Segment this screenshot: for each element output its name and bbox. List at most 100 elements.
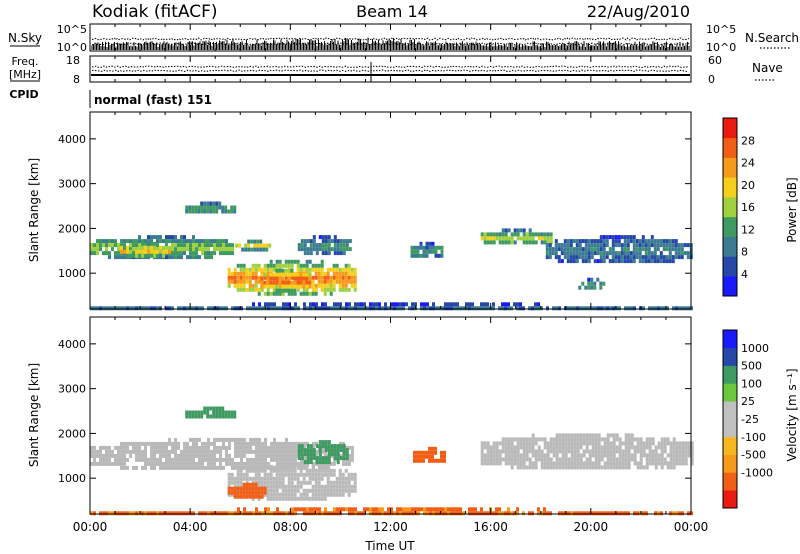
power-cell-52 bbox=[132, 239, 135, 244]
power-cell-53 bbox=[132, 243, 135, 248]
velocity-cell-1648 bbox=[453, 511, 456, 516]
velocity-cell-1562 bbox=[309, 507, 312, 512]
velocity-cell-1163 bbox=[561, 433, 565, 438]
power-cell-1205 bbox=[333, 306, 336, 311]
velocity-cell-1113 bbox=[540, 449, 544, 454]
velocity-cell-1617 bbox=[405, 511, 408, 516]
velocity-cell-1203 bbox=[573, 453, 577, 458]
power-cell-467 bbox=[320, 283, 324, 288]
velocity-cell-1207 bbox=[576, 433, 580, 438]
velocity-cell-1021 bbox=[498, 461, 502, 466]
power-cell-858 bbox=[557, 247, 561, 252]
velocity-cell-894 bbox=[333, 448, 337, 453]
velocity-cell-89 bbox=[144, 457, 147, 462]
velocity-cell-1023 bbox=[501, 441, 505, 446]
velocity-cell-266 bbox=[225, 461, 228, 466]
power-cell-124 bbox=[174, 247, 177, 252]
velocity-cell-1184 bbox=[567, 445, 571, 450]
power-cell-563 bbox=[281, 268, 285, 273]
velocity-cell-178 bbox=[186, 461, 189, 466]
velocity-cell-683 bbox=[299, 492, 303, 497]
velocity-heatmap bbox=[90, 406, 694, 516]
velocity-cell-1223 bbox=[579, 465, 583, 470]
velocity-cell-327 bbox=[255, 445, 258, 450]
velocity-cell-269 bbox=[228, 445, 231, 450]
power-cell-767 bbox=[437, 253, 441, 258]
velocity-cell-1053 bbox=[513, 457, 517, 462]
power-cell-1057 bbox=[662, 247, 666, 252]
power-cell-275 bbox=[239, 263, 243, 268]
power-cell-1258 bbox=[426, 306, 429, 311]
velocity-cell-1102 bbox=[534, 449, 538, 454]
velocity-cell-972 bbox=[431, 458, 434, 463]
power-cell-1084 bbox=[677, 255, 681, 260]
velocity-cell-638 bbox=[281, 492, 285, 497]
velocity-cell-827 bbox=[251, 486, 255, 491]
velocity-cell-1452 bbox=[675, 461, 679, 466]
power-cell-940 bbox=[602, 247, 606, 252]
power-cell-1156 bbox=[231, 306, 234, 311]
velocity-cell-368 bbox=[273, 441, 276, 446]
power-cell-1037 bbox=[650, 255, 654, 260]
power-cell-233 bbox=[147, 245, 151, 250]
power-cell-1314 bbox=[540, 306, 543, 311]
velocity-cell-1582 bbox=[345, 507, 348, 512]
velocity-cell-300 bbox=[243, 441, 246, 446]
power-cell-642 bbox=[324, 239, 328, 244]
velocity-cell-21 bbox=[105, 445, 108, 450]
velocity-cell-1439 bbox=[672, 437, 676, 442]
velocity-cell-961 bbox=[422, 454, 425, 459]
velocity-cell-1528 bbox=[237, 507, 240, 512]
power-cell-1036 bbox=[650, 251, 654, 256]
velocity-cell-761 bbox=[332, 488, 336, 493]
power-cell-851 bbox=[551, 251, 555, 256]
velocity-cell-48 bbox=[120, 461, 123, 466]
velocity-cell-6 bbox=[93, 453, 96, 458]
velocity-cell-1398 bbox=[651, 449, 655, 454]
power-cell-294 bbox=[248, 267, 252, 272]
power-cell-643 bbox=[324, 243, 328, 248]
power-cell-1012 bbox=[638, 251, 642, 256]
power-cell-616 bbox=[303, 243, 307, 248]
velocity-cell-504 bbox=[345, 445, 348, 450]
velocity-cell-708 bbox=[311, 476, 315, 481]
velocity-cell-1590 bbox=[360, 511, 363, 516]
velocity-cell-27 bbox=[108, 449, 111, 454]
velocity-cell-635 bbox=[281, 480, 285, 485]
power-cell-807 bbox=[516, 228, 520, 233]
velocity-cell-688 bbox=[302, 480, 306, 485]
velocity-cell-616 bbox=[275, 464, 279, 469]
velocity-cell-697 bbox=[305, 492, 309, 497]
velocity-cell-1310 bbox=[612, 461, 616, 466]
velocity-cell-28 bbox=[108, 453, 111, 458]
velocity-cell-1688 bbox=[546, 511, 549, 516]
power-cell-862 bbox=[560, 247, 564, 252]
power-cell-840 bbox=[549, 236, 553, 241]
power-cell-584 bbox=[290, 288, 294, 293]
power-cell-196 bbox=[222, 239, 225, 244]
velocity-cell-732 bbox=[320, 476, 324, 481]
power-cell-879 bbox=[569, 251, 573, 256]
power-cell-676 bbox=[185, 209, 189, 214]
velocity-cell-152 bbox=[174, 457, 177, 462]
power-cell-1304 bbox=[516, 306, 519, 311]
velocity-cell-1006 bbox=[492, 445, 496, 450]
velocity-cell-376 bbox=[276, 449, 279, 454]
velocity-cell-1420 bbox=[660, 465, 664, 470]
velocity-cell-770 bbox=[338, 476, 342, 481]
velocity-cell-754 bbox=[329, 484, 333, 489]
power-cell-517 bbox=[344, 287, 348, 292]
velocity-cell-1505 bbox=[165, 511, 168, 516]
power-cell-746 bbox=[416, 253, 420, 258]
velocity-cell-1570 bbox=[321, 511, 324, 516]
velocity-cell-543 bbox=[242, 472, 246, 477]
velocity-cell-1397 bbox=[651, 441, 655, 446]
velocity-cell-623 bbox=[275, 492, 279, 497]
velocity-cell-1381 bbox=[642, 465, 646, 470]
velocity-cell-594 bbox=[266, 476, 270, 481]
velocity-colorbar-tick-0: 1000 bbox=[741, 342, 769, 355]
velocity-cell-32 bbox=[111, 453, 114, 458]
power-cell-1198 bbox=[321, 302, 324, 307]
velocity-cell-174 bbox=[186, 445, 189, 450]
power-cell-581 bbox=[290, 272, 294, 277]
